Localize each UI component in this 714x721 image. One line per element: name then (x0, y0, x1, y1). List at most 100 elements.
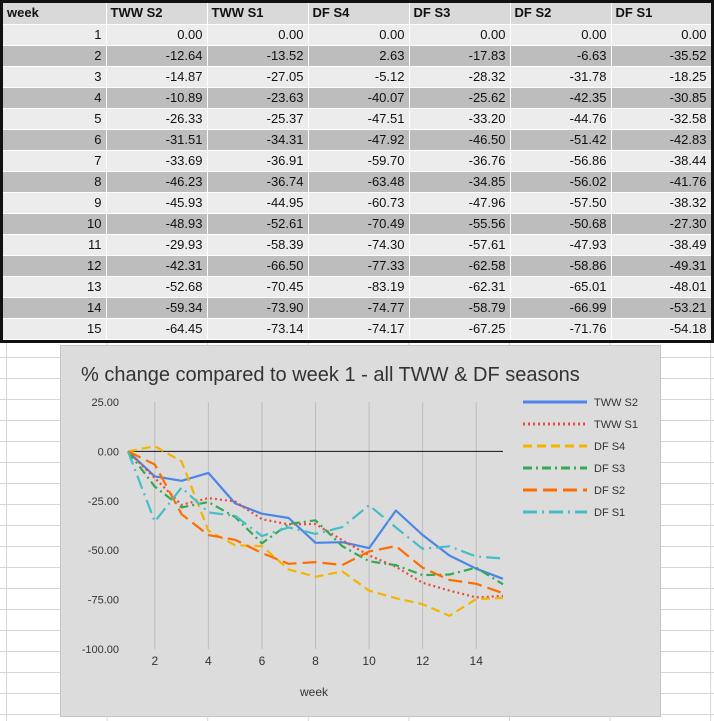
table-cell[interactable]: -25.37 (207, 108, 309, 130)
table-cell[interactable]: 10 (3, 213, 107, 235)
table-cell[interactable]: -34.85 (409, 171, 511, 193)
table-cell[interactable]: -46.23 (106, 171, 208, 193)
table-cell[interactable]: 14 (3, 297, 107, 319)
table-cell[interactable]: -53.21 (611, 297, 711, 319)
table-cell[interactable]: -51.42 (510, 129, 612, 151)
table-cell[interactable]: -12.64 (106, 45, 208, 67)
table-cell[interactable]: -56.02 (510, 171, 612, 193)
table-cell[interactable]: -57.61 (409, 234, 511, 256)
table-cell[interactable]: -70.45 (207, 276, 309, 298)
column-header[interactable]: week (3, 3, 107, 25)
table-cell[interactable]: -27.30 (611, 213, 711, 235)
table-cell[interactable]: -42.31 (106, 255, 208, 277)
table-cell[interactable]: -31.78 (510, 66, 612, 88)
table-cell[interactable]: -34.31 (207, 129, 309, 151)
table-cell[interactable]: -74.30 (308, 234, 410, 256)
table-cell[interactable]: 3 (3, 66, 107, 88)
table-cell[interactable]: -32.58 (611, 108, 711, 130)
column-header[interactable]: TWW S1 (207, 3, 309, 25)
column-header[interactable]: TWW S2 (106, 3, 208, 25)
table-cell[interactable]: 13 (3, 276, 107, 298)
table-cell[interactable]: 0.00 (611, 24, 711, 46)
table-cell[interactable]: 12 (3, 255, 107, 277)
table-cell[interactable]: -30.85 (611, 87, 711, 109)
table-cell[interactable]: -13.52 (207, 45, 309, 67)
table-cell[interactable]: 7 (3, 150, 107, 172)
table-cell[interactable]: -41.76 (611, 171, 711, 193)
table-cell[interactable]: 6 (3, 129, 107, 151)
table-cell[interactable]: -54.18 (611, 318, 711, 340)
table-cell[interactable]: -52.61 (207, 213, 309, 235)
table-cell[interactable]: -63.48 (308, 171, 410, 193)
table-cell[interactable]: -47.92 (308, 129, 410, 151)
table-cell[interactable]: -38.49 (611, 234, 711, 256)
table-cell[interactable]: 5 (3, 108, 107, 130)
table-cell[interactable]: -55.56 (409, 213, 511, 235)
column-header[interactable]: DF S4 (308, 3, 410, 25)
table-cell[interactable]: 0.00 (308, 24, 410, 46)
table-cell[interactable]: -35.52 (611, 45, 711, 67)
table-cell[interactable]: -47.93 (510, 234, 612, 256)
table-cell[interactable]: -6.63 (510, 45, 612, 67)
table-cell[interactable]: -44.76 (510, 108, 612, 130)
table-cell[interactable]: 0.00 (510, 24, 612, 46)
table-cell[interactable]: -74.17 (308, 318, 410, 340)
table-cell[interactable]: 15 (3, 318, 107, 340)
column-header[interactable]: DF S1 (611, 3, 711, 25)
table-cell[interactable]: -36.76 (409, 150, 511, 172)
table-cell[interactable]: -58.39 (207, 234, 309, 256)
table-cell[interactable]: -38.44 (611, 150, 711, 172)
table-cell[interactable]: -5.12 (308, 66, 410, 88)
table-cell[interactable]: -49.31 (611, 255, 711, 277)
table-cell[interactable]: -73.14 (207, 318, 309, 340)
table-cell[interactable]: -62.58 (409, 255, 511, 277)
table-cell[interactable]: -71.76 (510, 318, 612, 340)
table-cell[interactable]: -42.83 (611, 129, 711, 151)
table-cell[interactable]: -38.32 (611, 192, 711, 214)
table-cell[interactable]: -56.86 (510, 150, 612, 172)
table-cell[interactable]: -23.63 (207, 87, 309, 109)
table-cell[interactable]: -40.07 (308, 87, 410, 109)
table-cell[interactable]: -46.50 (409, 129, 511, 151)
table-cell[interactable]: -31.51 (106, 129, 208, 151)
table-cell[interactable]: -66.99 (510, 297, 612, 319)
table-cell[interactable]: -73.90 (207, 297, 309, 319)
table-cell[interactable]: -42.35 (510, 87, 612, 109)
table-cell[interactable]: -28.32 (409, 66, 511, 88)
table-cell[interactable]: -10.89 (106, 87, 208, 109)
table-cell[interactable]: -62.31 (409, 276, 511, 298)
table-cell[interactable]: -14.87 (106, 66, 208, 88)
table-cell[interactable]: -27.05 (207, 66, 309, 88)
table-cell[interactable]: -33.20 (409, 108, 511, 130)
column-header[interactable]: DF S2 (510, 3, 612, 25)
table-cell[interactable]: -50.68 (510, 213, 612, 235)
table-cell[interactable]: -25.62 (409, 87, 511, 109)
table-cell[interactable]: 2.63 (308, 45, 410, 67)
table-cell[interactable]: -77.33 (308, 255, 410, 277)
table-cell[interactable]: -29.93 (106, 234, 208, 256)
table-cell[interactable]: -36.74 (207, 171, 309, 193)
table-cell[interactable]: 4 (3, 87, 107, 109)
table-cell[interactable]: -74.77 (308, 297, 410, 319)
table-cell[interactable]: -70.49 (308, 213, 410, 235)
table-cell[interactable]: 11 (3, 234, 107, 256)
table-cell[interactable]: -65.01 (510, 276, 612, 298)
table-cell[interactable]: -67.25 (409, 318, 511, 340)
table-cell[interactable]: -47.51 (308, 108, 410, 130)
table-cell[interactable]: -58.79 (409, 297, 511, 319)
table-cell[interactable]: -57.50 (510, 192, 612, 214)
table-cell[interactable]: -83.19 (308, 276, 410, 298)
table-cell[interactable]: -59.34 (106, 297, 208, 319)
table-cell[interactable]: -48.01 (611, 276, 711, 298)
column-header[interactable]: DF S3 (409, 3, 511, 25)
table-cell[interactable]: 9 (3, 192, 107, 214)
table-cell[interactable]: -17.83 (409, 45, 511, 67)
table-cell[interactable]: -48.93 (106, 213, 208, 235)
table-cell[interactable]: -52.68 (106, 276, 208, 298)
table-cell[interactable]: 1 (3, 24, 107, 46)
table-cell[interactable]: -64.45 (106, 318, 208, 340)
table-cell[interactable]: 8 (3, 171, 107, 193)
table-cell[interactable]: -45.93 (106, 192, 208, 214)
table-cell[interactable]: -36.91 (207, 150, 309, 172)
table-cell[interactable]: -26.33 (106, 108, 208, 130)
